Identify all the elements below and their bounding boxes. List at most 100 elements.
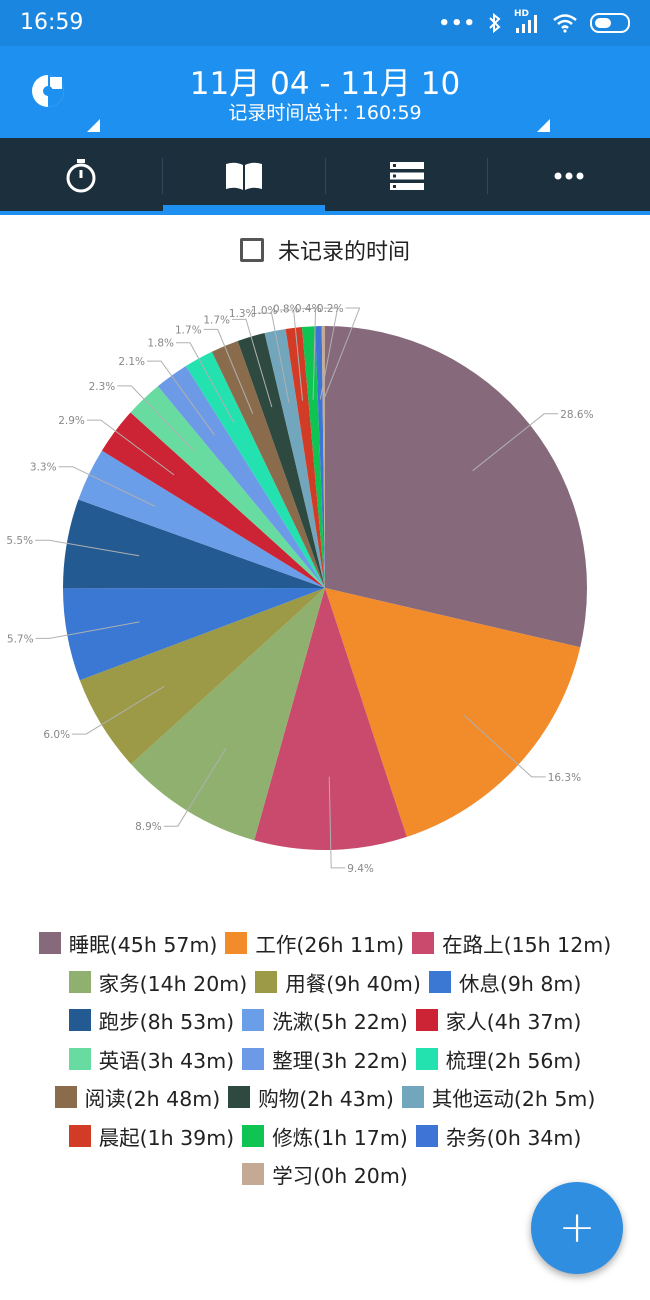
pie-label-leader-line	[86, 419, 175, 476]
tab-timer[interactable]	[0, 138, 162, 214]
pie-percent-label: 2.3%	[89, 381, 116, 393]
pie-slice[interactable]	[130, 386, 325, 588]
legend-row: 晨起(1h 39m) 修炼(1h 17m) 杂务(0h 34m)	[0, 1117, 650, 1156]
tab-statistics[interactable]	[163, 138, 325, 214]
pie-percent-label: 1.0%	[251, 305, 278, 317]
battery-icon	[590, 13, 630, 33]
legend-label: 洗漱(5h 22m)	[272, 1010, 408, 1035]
add-record-button-label: +	[558, 1202, 596, 1253]
unrecorded-time-row[interactable]: 未记录的时间	[0, 232, 650, 268]
legend-item[interactable]: 英语(3h 43m)	[68, 1044, 234, 1074]
legend-row: 睡眠(45h 57m) 工作(26h 11m) 在路上(15h 12m)	[0, 924, 650, 963]
pie-slice[interactable]	[285, 327, 325, 588]
legend-swatch	[242, 1163, 265, 1186]
pie-percent-label: 9.4%	[347, 863, 374, 875]
pie-slice[interactable]	[101, 412, 326, 588]
legend-swatch	[68, 1047, 91, 1070]
legend-item[interactable]: 其他运动(2h 5m)	[401, 1082, 595, 1112]
unrecorded-time-label: 未记录的时间	[277, 240, 410, 265]
legend-item[interactable]: 购物(2h 43m)	[228, 1082, 394, 1112]
pie-label-leader-line	[323, 307, 361, 400]
legend-label: 晨起(1h 39m)	[98, 1125, 235, 1150]
pie-percent-label: 28.6%	[560, 409, 593, 421]
pie-slice[interactable]	[62, 499, 326, 589]
pie-label-leader-line	[279, 309, 303, 401]
pie-slice[interactable]	[157, 365, 325, 588]
pie-slice[interactable]	[325, 588, 581, 837]
legend-item[interactable]: 阅读(2h 48m)	[54, 1082, 220, 1112]
pie-slice[interactable]	[79, 588, 325, 765]
legend-label: 家务(14h 20m)	[98, 971, 248, 996]
app-bar: 11月 04 - 11月 10 记录时间总计: 160:59	[0, 46, 650, 138]
legend-item[interactable]: 在路上(15h 12m)	[412, 928, 611, 958]
legend-swatch	[428, 970, 451, 993]
pie-label-leader-line	[163, 748, 227, 827]
legend-item[interactable]: 洗漱(5h 22m)	[242, 1005, 408, 1035]
pie-percent-label: 0.2%	[317, 303, 344, 315]
pie-slice[interactable]	[211, 340, 325, 588]
legend-item[interactable]: 用餐(9h 40m)	[255, 967, 421, 997]
pie-slice[interactable]	[131, 588, 325, 841]
legend-item[interactable]: 跑步(8h 53m)	[68, 1005, 234, 1035]
chart-legend: 睡眠(45h 57m) 工作(26h 11m) 在路上(15h 12m) 家务(14h…	[0, 924, 650, 1194]
legend-swatch	[242, 1009, 265, 1032]
legend-item[interactable]: 家务(14h 20m)	[68, 967, 248, 997]
tab-more[interactable]	[488, 138, 650, 214]
selected-tab-indicator	[163, 205, 325, 211]
legend-item[interactable]: 工作(26h 11m)	[225, 928, 404, 958]
pie-percent-label: 5.5%	[6, 535, 33, 547]
pie-slice[interactable]	[315, 326, 325, 588]
pie-slice[interactable]	[185, 351, 325, 588]
legend-label: 家人(4h 37m)	[445, 1010, 582, 1035]
pie-slice[interactable]	[78, 450, 325, 588]
legend-item[interactable]: 学习(0h 20m)	[242, 1159, 408, 1189]
wifi-icon	[553, 14, 577, 33]
add-record-button[interactable]: +	[531, 1182, 623, 1274]
pie-slice[interactable]	[301, 326, 325, 588]
legend-swatch	[68, 1009, 91, 1032]
unrecorded-time-checkbox[interactable]	[239, 238, 264, 262]
date-range-title[interactable]: 11月 04 - 11月 10	[189, 66, 461, 102]
cell-signal-icon: HD	[514, 9, 540, 34]
tab-separator	[487, 158, 488, 194]
legend-swatch	[415, 1009, 438, 1032]
legend-item[interactable]: 杂务(0h 34m)	[415, 1121, 581, 1151]
dropdown-indicator-left-icon	[87, 119, 100, 132]
legend-swatch	[68, 1124, 91, 1147]
pie-chart-app-icon[interactable]	[30, 73, 66, 109]
pie-slice[interactable]	[254, 588, 407, 851]
legend-swatch	[242, 1124, 265, 1147]
pie-chart: 28.6% 16.3% 9.4% 8.9% 6.0% 5.7% 5.5% 3.3% 2.9% 2.…	[6, 303, 593, 875]
legend-item[interactable]: 家人(4h 37m)	[415, 1005, 582, 1035]
pie-percent-label: 1.8%	[147, 338, 174, 350]
legend-item[interactable]: 整理(3h 22m)	[242, 1044, 408, 1074]
legend-item[interactable]: 休息(9h 8m)	[428, 967, 581, 997]
legend-item[interactable]: 睡眠(45h 57m)	[38, 928, 217, 958]
legend-row: 家务(14h 20m) 用餐(9h 40m) 休息(9h 8m)	[0, 963, 650, 1002]
legend-swatch	[242, 1047, 265, 1070]
dropdown-indicator-right-icon	[537, 119, 550, 132]
legend-swatch	[415, 1047, 438, 1070]
legend-label: 整理(3h 22m)	[272, 1048, 408, 1073]
legend-item[interactable]: 梳理(2h 56m)	[415, 1044, 581, 1074]
legend-item[interactable]: 修炼(1h 17m)	[242, 1121, 408, 1151]
total-recorded-time: 记录时间总计: 160:59	[228, 102, 422, 124]
legend-label: 用餐(9h 40m)	[285, 971, 421, 996]
pie-slice[interactable]	[325, 326, 588, 648]
pie-label-leader-line	[472, 413, 559, 472]
pie-slice[interactable]	[237, 333, 325, 588]
tab-separator	[162, 158, 163, 194]
tab-bar-bottom-line	[0, 211, 650, 215]
pie-slice[interactable]	[321, 326, 325, 588]
pie-percent-label: 16.3%	[548, 772, 581, 784]
pie-slice[interactable]	[264, 328, 325, 588]
pie-label-leader-line	[147, 360, 215, 436]
tab-list[interactable]	[326, 138, 488, 214]
legend-item[interactable]: 晨起(1h 39m)	[68, 1121, 235, 1151]
more-icon	[554, 172, 584, 180]
pie-slice[interactable]	[63, 588, 325, 681]
legend-label: 修炼(1h 17m)	[272, 1125, 408, 1150]
legend-label: 学习(0h 20m)	[272, 1164, 408, 1189]
pie-label-leader-line	[232, 318, 273, 408]
legend-row: 学习(0h 20m)	[0, 1155, 650, 1194]
